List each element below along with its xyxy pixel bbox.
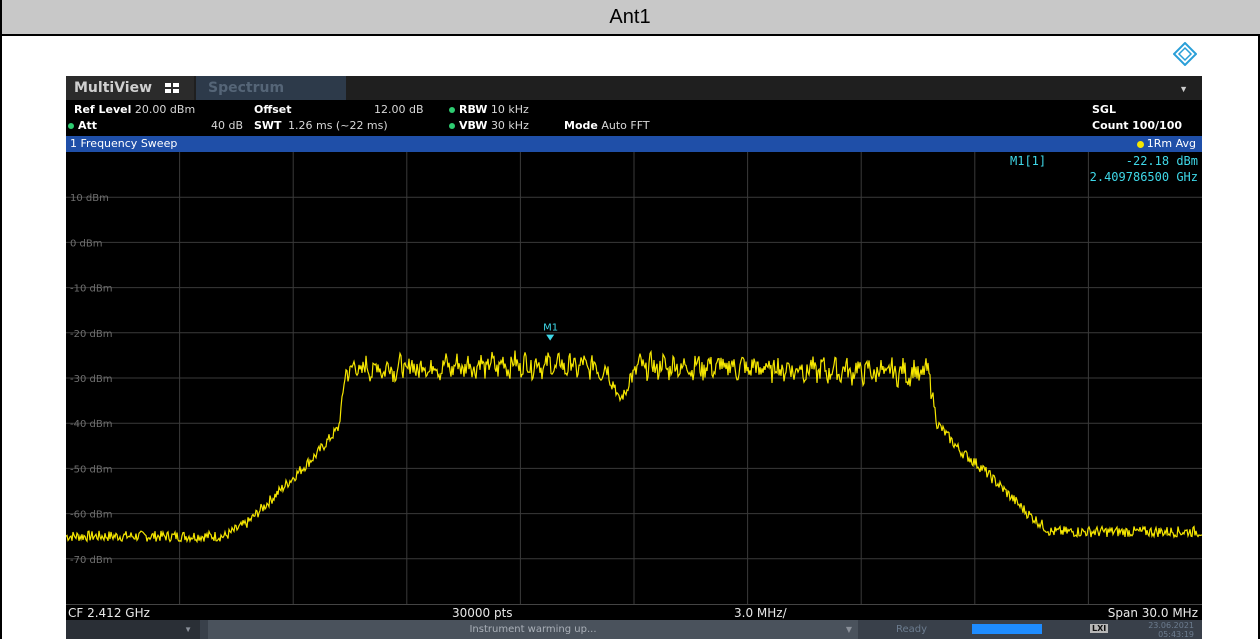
trace-dot-icon <box>1136 140 1144 148</box>
chevron-down-icon: ▼ <box>845 625 852 634</box>
y-tick-label: -20 dBm <box>70 329 112 340</box>
marker-level: -22.18 dBm <box>1125 154 1198 168</box>
vbw-indicator-icon <box>449 123 455 129</box>
time-text: 05:43:19 <box>1158 630 1194 639</box>
rbw-indicator-icon <box>449 107 455 113</box>
sgl-indicator: SGL <box>1092 103 1116 116</box>
y-tick-label: 0 dBm <box>70 238 103 249</box>
count-value: 100/100 <box>1132 119 1183 132</box>
date-time: 23.06.2021 05:43:19 <box>1118 621 1194 639</box>
offset-label: Offset <box>254 103 292 116</box>
marker-triangle <box>546 334 555 341</box>
sweep-label: 1 Frequency Sweep <box>70 137 178 150</box>
marker-label: M1 <box>543 323 558 334</box>
frequency-axis-footer: CF 2.412 GHz 30000 pts 3.0 MHz/ Span 30.… <box>66 604 1202 621</box>
right-border <box>1258 36 1260 639</box>
multiview-grid-icon <box>164 83 179 93</box>
marker-name: M1[1] <box>1010 154 1047 168</box>
frequency-span: Span 30.0 MHz <box>1107 606 1198 620</box>
center-frequency: CF 2.412 GHz <box>68 606 150 620</box>
y-tick-label: -60 dBm <box>70 510 112 521</box>
offset-value: 12.00 dB <box>374 103 424 116</box>
parameter-panel: Ref Level 20.00 dBm Offset 12.00 dB RBW … <box>66 100 1202 136</box>
rohde-schwarz-logo-icon <box>1173 42 1197 66</box>
spectrum-trace <box>66 349 1202 544</box>
tab-multiview[interactable]: MultiView <box>66 76 194 100</box>
left-border <box>0 0 2 639</box>
y-tick-label: -10 dBm <box>70 284 112 295</box>
ref-level-value: 20.00 dBm <box>134 103 196 116</box>
date-text: 23.06.2021 <box>1148 621 1194 630</box>
lxi-icon: LXI <box>1090 624 1109 633</box>
vbw-label: VBW <box>459 119 488 132</box>
trace-avg-label: 1Rm Avg <box>1146 137 1196 150</box>
y-tick-label: -70 dBm <box>70 555 112 566</box>
y-tick-label: -50 dBm <box>70 464 112 475</box>
swt-label: SWT <box>254 119 282 132</box>
analyzer-screen: MultiView Spectrum ▼ Ref Level 20.00 dBm… <box>66 76 1202 639</box>
att-indicator-icon <box>68 123 74 129</box>
ref-level-label: Ref Level <box>74 103 132 116</box>
ready-status: Ready <box>896 624 928 635</box>
tab-spectrum[interactable]: Spectrum <box>196 76 346 100</box>
status-message: Instrument warming up... <box>469 624 597 635</box>
chevron-down-icon[interactable]: ▼ <box>1179 84 1188 94</box>
rbw-value: 10 kHz <box>490 103 529 116</box>
progress-indicator <box>972 624 1042 634</box>
marker-frequency: 2.409786500 GHz <box>1089 170 1198 184</box>
y-tick-label: 10 dBm <box>70 193 109 204</box>
trace-avg-indicator: 1Rm Avg <box>1136 136 1196 152</box>
vbw-value: 30 kHz <box>490 119 529 132</box>
sweep-points: 30000 pts <box>452 606 513 620</box>
att-label: Att <box>78 119 98 132</box>
mode-label: Mode <box>564 119 598 132</box>
swt-value: 1.26 ms (~22 ms) <box>288 119 388 132</box>
y-tick-label: -40 dBm <box>70 419 112 430</box>
count-label: Count <box>1092 119 1129 132</box>
status-message-box[interactable]: Instrument warming up... ▼ <box>208 620 858 639</box>
mode-value: Auto FFT <box>601 119 650 132</box>
frequency-per-division: 3.0 MHz/ <box>734 606 787 620</box>
status-bar: ▼ Instrument warming up... ▼ Ready LXI 2… <box>66 620 1202 639</box>
tab-bar: MultiView Spectrum ▼ <box>66 76 1202 100</box>
y-tick-label: -30 dBm <box>70 374 112 385</box>
tab-multiview-label: MultiView <box>74 80 153 96</box>
rbw-label: RBW <box>459 103 488 116</box>
page-title: Ant1 <box>609 6 651 28</box>
chevron-down-icon: ▼ <box>184 625 192 634</box>
status-selector[interactable]: ▼ <box>66 620 200 639</box>
att-value: 40 dB <box>211 119 244 132</box>
title-header: Ant1 <box>0 0 1260 36</box>
spectrum-plot[interactable]: 10 dBm 0 dBm -10 dBm -20 dBm -30 dBm -40 dBm -… <box>66 152 1202 604</box>
frequency-sweep-bar[interactable]: 1 Frequency Sweep 1Rm Avg <box>66 136 1202 152</box>
